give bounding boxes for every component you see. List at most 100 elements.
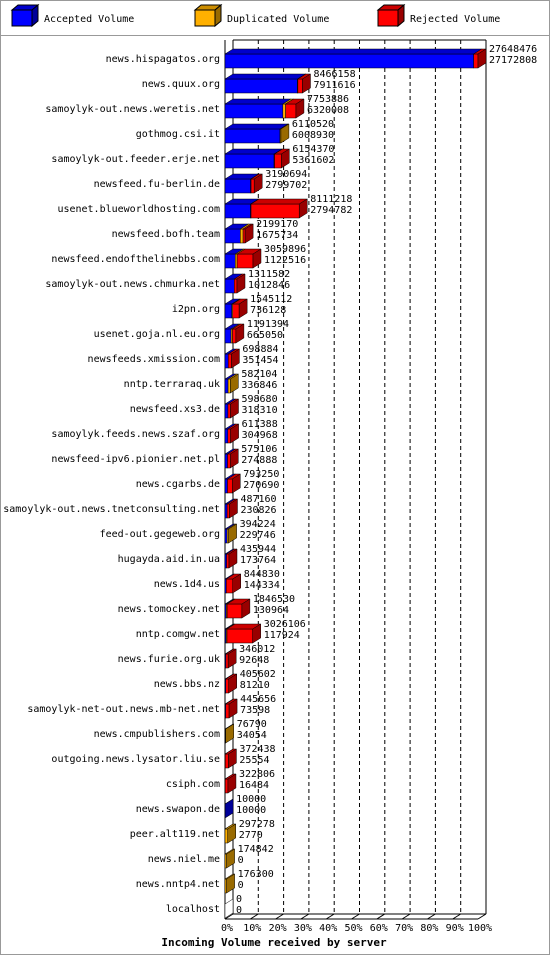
- bar-side-face: [228, 548, 238, 569]
- x-tick-label: 40%: [319, 923, 337, 934]
- category-label: news.cmpublishers.com: [94, 729, 220, 740]
- category-label: news.quux.org: [142, 79, 220, 90]
- bar-top-face: [224, 123, 289, 130]
- legend-label: Duplicated Volume: [227, 14, 329, 25]
- bar-side-face: [226, 848, 235, 869]
- accepted-label: 351454: [242, 355, 278, 366]
- bar-segment: [224, 503, 228, 519]
- category-label: usenet.goja.nl.eu.org: [94, 329, 220, 340]
- category-label: news.niel.me: [148, 854, 220, 865]
- total-label: 6154370: [292, 144, 334, 155]
- bar-segment: [232, 328, 237, 344]
- category-label: news.furie.org.uk: [118, 654, 220, 665]
- bar-segment: [274, 153, 282, 169]
- category-label: gothmog.csi.it: [136, 129, 220, 140]
- accepted-label: 2799702: [265, 180, 307, 191]
- accepted-label: 2794782: [310, 205, 352, 216]
- total-label: 3190694: [265, 169, 307, 180]
- bar-segment: [225, 678, 229, 694]
- legend-label: Accepted Volume: [44, 14, 134, 25]
- x-tick-label: 30%: [294, 923, 312, 934]
- category-label: samoylyk-net-out.news.mb-net.net: [27, 704, 220, 715]
- bar-top-face: [250, 198, 309, 205]
- category-label: samoylyk.feeds.news.szaf.org: [51, 429, 220, 440]
- category-label: news.hispagatos.org: [106, 54, 220, 65]
- category-label: news.1d4.us: [154, 579, 220, 590]
- category-label: news.swapon.de: [136, 804, 220, 815]
- total-label: 3059896: [264, 244, 306, 255]
- category-label: usenet.blueworldhosting.com: [57, 204, 220, 215]
- total-label: 6110520: [292, 119, 334, 130]
- bar-segment: [224, 403, 229, 419]
- x-tick: [452, 913, 461, 920]
- category-label: nntp.comgw.net: [136, 629, 220, 640]
- category-label: i2pn.org: [172, 304, 220, 315]
- category-label: newsfeed.fu-berlin.de: [94, 179, 220, 190]
- bar-segment: [250, 203, 300, 219]
- accepted-label: 130964: [253, 605, 289, 616]
- accepted-label: 270690: [243, 480, 279, 491]
- bar-segment: [224, 128, 281, 144]
- total-label: 445656: [240, 694, 276, 705]
- bar-top-face: [224, 48, 483, 55]
- accepted-label: 736128: [250, 305, 286, 316]
- legend-swatch: [11, 9, 33, 27]
- total-label: 1545112: [250, 294, 292, 305]
- legend-label: Rejected Volume: [410, 14, 500, 25]
- bar-segment: [297, 78, 303, 94]
- bar-side-face: [302, 73, 311, 94]
- category-label: news.bbs.nz: [154, 679, 220, 690]
- x-tick-label: 10%: [243, 923, 261, 934]
- total-label: 582104: [241, 369, 277, 380]
- bar-segment: [224, 153, 275, 169]
- total-label: 394224: [240, 519, 276, 530]
- bar-segment: [224, 253, 236, 269]
- accepted-label: 0: [238, 855, 244, 866]
- accepted-label: 73598: [240, 705, 270, 716]
- bar-segment: [224, 78, 298, 94]
- accepted-label: 34054: [237, 730, 267, 741]
- bar-side-face: [225, 723, 234, 744]
- total-label: 487160: [240, 494, 276, 505]
- x-tick-label: 90%: [446, 923, 464, 934]
- total-label: 297278: [239, 819, 275, 830]
- accepted-label: 5361602: [292, 155, 334, 166]
- category-label: news.nntp4.net: [136, 879, 220, 890]
- legend-swatch: [377, 9, 399, 27]
- bar-segment: [282, 103, 286, 119]
- legend-swatch: [194, 9, 216, 27]
- accepted-label: 304968: [242, 430, 278, 441]
- total-label: 372438: [239, 744, 275, 755]
- bar-side-face: [230, 423, 239, 444]
- bar-side-face: [232, 573, 241, 594]
- legend-swatch-side: [214, 3, 222, 28]
- bar-segment: [473, 53, 479, 69]
- bar-segment: [225, 703, 230, 719]
- bar-side-face: [253, 173, 263, 194]
- bar-segment: [224, 178, 251, 194]
- x-tick: [401, 913, 411, 920]
- bar-side-face: [229, 498, 238, 519]
- total-label: 176300: [238, 869, 274, 880]
- bar-side-face: [230, 448, 239, 469]
- total-label: 346012: [239, 644, 275, 655]
- total-label: 1846530: [253, 594, 295, 605]
- category-label: samoylyk-out.news.chmurka.net: [45, 279, 220, 290]
- bar-side-face: [231, 348, 240, 369]
- bar-top-face: [224, 148, 283, 155]
- total-label: 0: [236, 894, 242, 905]
- bar-segment: [224, 753, 229, 769]
- bar-segment: [240, 228, 244, 244]
- bar-side-face: [298, 198, 308, 219]
- category-label: samoylyk-out.news.weretis.net: [45, 104, 220, 115]
- bar-side-face: [227, 773, 237, 794]
- accepted-label: 92648: [239, 655, 269, 666]
- accepted-label: 6320008: [307, 105, 349, 116]
- total-label: 7753886: [307, 94, 349, 105]
- accepted-label: 117924: [264, 630, 300, 641]
- bar-segment: [224, 228, 241, 244]
- total-label: 2199170: [256, 219, 298, 230]
- bar-side-face: [228, 673, 237, 694]
- legend-swatch-side: [397, 3, 405, 28]
- bar-top-face: [224, 73, 307, 80]
